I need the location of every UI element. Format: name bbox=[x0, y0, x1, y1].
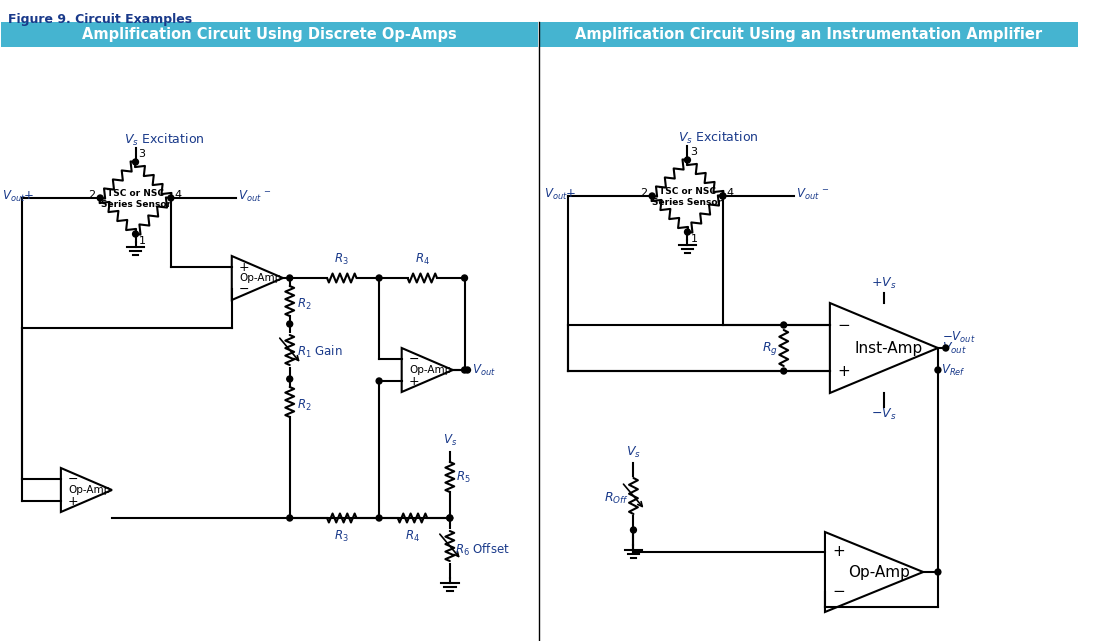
Text: $R_{Off}$: $R_{Off}$ bbox=[603, 490, 629, 506]
Text: $R_4$: $R_4$ bbox=[406, 529, 420, 544]
Circle shape bbox=[447, 515, 453, 521]
Text: Amplification Circuit Using Discrete Op-Amps: Amplification Circuit Using Discrete Op-… bbox=[81, 27, 456, 42]
Text: TSC or NSC: TSC or NSC bbox=[107, 188, 164, 197]
Text: $\mathit{V}_s$ Excitation: $\mathit{V}_s$ Excitation bbox=[678, 130, 758, 146]
Circle shape bbox=[631, 527, 636, 533]
Text: $R_2$: $R_2$ bbox=[297, 296, 311, 312]
Circle shape bbox=[462, 367, 467, 373]
Text: Inst-Amp: Inst-Amp bbox=[855, 340, 923, 356]
Circle shape bbox=[720, 193, 725, 199]
Text: $V_{out}$: $V_{out}$ bbox=[473, 362, 496, 378]
Text: +: + bbox=[837, 363, 851, 378]
Text: TSC or NSC: TSC or NSC bbox=[659, 187, 715, 196]
Text: $V_{out}\ ^{-}$: $V_{out}\ ^{-}$ bbox=[237, 188, 271, 204]
Circle shape bbox=[780, 368, 787, 374]
Circle shape bbox=[462, 275, 467, 281]
Text: $\mathit{V}_s$ Excitation: $\mathit{V}_s$ Excitation bbox=[124, 132, 204, 148]
Circle shape bbox=[168, 195, 174, 201]
Circle shape bbox=[287, 321, 292, 327]
Text: $V_s$: $V_s$ bbox=[443, 433, 457, 448]
Text: $V_s$: $V_s$ bbox=[626, 445, 641, 460]
Circle shape bbox=[287, 515, 292, 521]
Circle shape bbox=[376, 378, 382, 384]
Text: Series Sensor: Series Sensor bbox=[100, 199, 170, 208]
Text: $R_1$ Gain: $R_1$ Gain bbox=[297, 344, 342, 360]
Text: $R_g$: $R_g$ bbox=[762, 340, 778, 356]
Text: −: − bbox=[833, 585, 845, 599]
Text: $V_{out}$+: $V_{out}$+ bbox=[544, 187, 577, 201]
Text: 2: 2 bbox=[88, 190, 96, 200]
Circle shape bbox=[376, 275, 382, 281]
Text: +: + bbox=[238, 260, 249, 274]
Text: $V_{out}\ ^{-}$: $V_{out}\ ^{-}$ bbox=[796, 187, 830, 201]
Text: $R_5$: $R_5$ bbox=[456, 469, 470, 485]
Text: Op-Amp: Op-Amp bbox=[240, 273, 281, 283]
Circle shape bbox=[376, 515, 382, 521]
Circle shape bbox=[447, 515, 453, 521]
Circle shape bbox=[133, 159, 138, 165]
Circle shape bbox=[287, 275, 292, 281]
Text: Amplification Circuit Using an Instrumentation Amplifier: Amplification Circuit Using an Instrumen… bbox=[575, 27, 1042, 42]
Text: +: + bbox=[68, 494, 78, 508]
Text: Series Sensor: Series Sensor bbox=[653, 197, 722, 206]
Text: Op-Amp: Op-Amp bbox=[848, 565, 910, 579]
Circle shape bbox=[720, 193, 725, 199]
Text: $V_{Ref}$: $V_{Ref}$ bbox=[941, 362, 966, 378]
Circle shape bbox=[685, 157, 690, 163]
Circle shape bbox=[97, 195, 103, 201]
Text: −: − bbox=[238, 283, 249, 296]
Text: +: + bbox=[833, 544, 845, 560]
Text: +: + bbox=[409, 374, 419, 388]
Circle shape bbox=[685, 229, 690, 235]
Text: Op-Amp: Op-Amp bbox=[68, 485, 111, 495]
Text: $R_4$: $R_4$ bbox=[414, 252, 430, 267]
Text: Op-Amp: Op-Amp bbox=[409, 365, 452, 375]
Text: −: − bbox=[68, 472, 78, 485]
Text: $R_2$: $R_2$ bbox=[297, 397, 311, 413]
Circle shape bbox=[943, 345, 948, 351]
Bar bbox=[1, 22, 539, 47]
Circle shape bbox=[935, 569, 941, 575]
Text: −: − bbox=[837, 317, 851, 333]
Text: 4: 4 bbox=[175, 190, 182, 200]
Text: $V_{out}$+: $V_{out}$+ bbox=[2, 188, 34, 204]
Text: Figure 9. Circuit Examples: Figure 9. Circuit Examples bbox=[8, 13, 192, 26]
Text: $R_6$ Offset: $R_6$ Offset bbox=[455, 542, 510, 558]
Bar bbox=[540, 22, 1078, 47]
Text: $R_3$: $R_3$ bbox=[334, 252, 349, 267]
Circle shape bbox=[935, 367, 941, 373]
Text: 3: 3 bbox=[138, 149, 145, 159]
Text: 1: 1 bbox=[690, 234, 698, 244]
Text: −: − bbox=[409, 353, 419, 365]
Text: $V_{out}$: $V_{out}$ bbox=[942, 340, 967, 356]
Text: 4: 4 bbox=[726, 188, 734, 198]
Text: $-V_s$: $-V_s$ bbox=[872, 407, 897, 422]
Text: $-V_{out}$: $-V_{out}$ bbox=[942, 330, 976, 345]
Text: 3: 3 bbox=[690, 147, 698, 157]
Text: $+V_s$: $+V_s$ bbox=[872, 276, 897, 291]
Text: 1: 1 bbox=[138, 236, 145, 246]
Text: 2: 2 bbox=[640, 188, 647, 198]
Circle shape bbox=[650, 193, 655, 199]
Circle shape bbox=[287, 376, 292, 382]
Circle shape bbox=[780, 322, 787, 328]
Circle shape bbox=[133, 231, 138, 237]
Text: $R_3$: $R_3$ bbox=[334, 529, 349, 544]
Circle shape bbox=[465, 367, 470, 373]
